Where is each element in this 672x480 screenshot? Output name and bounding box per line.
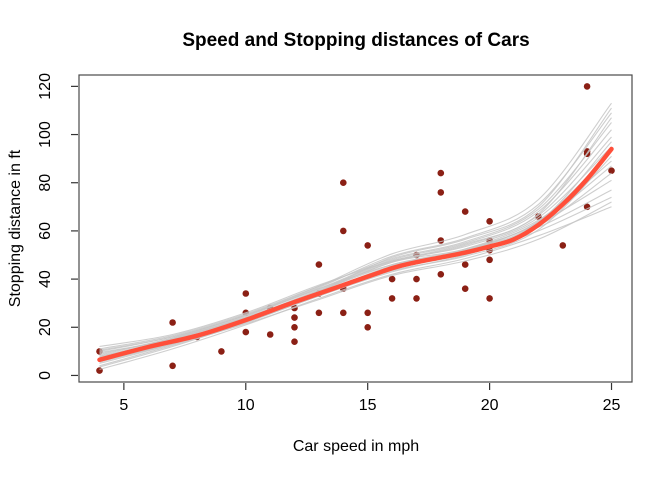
bootstrap-line: [99, 112, 612, 351]
bootstrap-line: [99, 146, 612, 360]
data-point: [413, 275, 420, 283]
bootstrap-line: [99, 102, 612, 356]
data-point: [461, 208, 469, 215]
data-point: [315, 309, 323, 317]
data-point: [340, 179, 347, 186]
data-point: [559, 242, 567, 249]
x-tick-label: 10: [237, 397, 255, 414]
y-tick-label: 100: [37, 121, 54, 148]
x-tick-label: 15: [359, 397, 377, 414]
bootstrap-line: [99, 155, 612, 362]
x-tick-label: 25: [603, 397, 621, 414]
axes: 5 10 15 20 25 0 20 40 60 80 100 120: [37, 73, 621, 414]
data-point: [169, 362, 176, 370]
data-point: [364, 309, 372, 317]
data-point: [169, 319, 176, 326]
bootstrap-line: [99, 141, 612, 357]
data-point: [608, 167, 615, 174]
data-point: [486, 295, 493, 302]
bootstrap-line: [99, 151, 612, 363]
data-point: [291, 338, 298, 346]
y-tick-label: 40: [37, 270, 54, 288]
bootstrap-lines-layer: [99, 102, 612, 370]
data-point: [413, 295, 420, 302]
bootstrap-line: [99, 165, 612, 358]
plot-box-layer: [78, 74, 633, 383]
smooth-line: [97, 146, 614, 363]
bootstrap-line: [99, 117, 612, 348]
y-tick-label: 20: [37, 318, 54, 336]
bootstrap-line: [99, 136, 612, 355]
plot-title: Speed and Stopping distances of Cars: [182, 30, 529, 51]
data-point: [291, 324, 298, 331]
data-point: [340, 227, 347, 235]
data-point: [437, 169, 445, 177]
data-point: [461, 285, 469, 293]
data-point: [242, 328, 250, 336]
x-tick-label: 5: [119, 397, 128, 414]
y-tick-label: 0: [37, 371, 54, 380]
bootstrap-line: [99, 172, 612, 360]
bootstrap-line: [99, 107, 612, 354]
y-tick-label: 80: [37, 174, 54, 192]
data-point: [388, 275, 396, 283]
data-point: [437, 271, 445, 278]
data-point: [315, 261, 323, 268]
bootstrap-line: [99, 160, 612, 357]
y-axis-label: Stopping distance in ft: [7, 149, 24, 307]
x-tick-label: 20: [481, 397, 499, 414]
data-point: [486, 256, 493, 264]
data-point: [388, 295, 396, 302]
data-point: [364, 324, 372, 331]
data-point: [364, 242, 372, 249]
bootstrap-line: [99, 206, 612, 370]
data-point: [266, 331, 274, 338]
x-axis-label: Car speed in mph: [293, 438, 419, 455]
y-tick-label: 60: [37, 222, 54, 240]
y-tick-label: 120: [37, 73, 54, 100]
data-point: [461, 261, 469, 268]
data-point: [218, 348, 225, 355]
data-point: [486, 218, 493, 225]
data-point: [242, 290, 250, 297]
main-smooth-layer: [97, 146, 614, 363]
data-point: [340, 309, 347, 317]
bootstrap-line: [99, 201, 612, 367]
plot-box: [78, 74, 633, 383]
data-point: [291, 314, 298, 321]
bootstrap-line: [99, 122, 612, 350]
data-point: [583, 83, 591, 90]
data-point: [437, 189, 445, 196]
